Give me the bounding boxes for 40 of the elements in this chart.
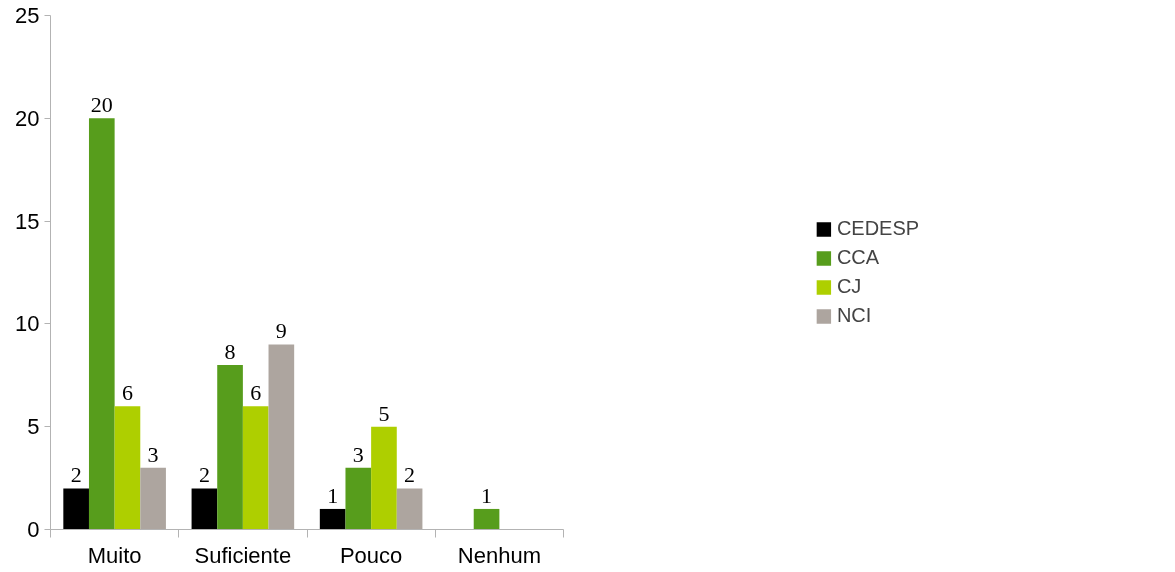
x-tick-label: Suficiente [194, 542, 292, 568]
data-label: 2 [198, 462, 210, 488]
bar [473, 508, 500, 530]
y-tick-label: 15 [15, 208, 40, 234]
bar [345, 467, 372, 530]
bar [114, 406, 141, 530]
legend-label: CJ [836, 275, 862, 298]
x-tick-label: Muito [87, 542, 142, 568]
x-tick-label: Pouco [339, 542, 403, 568]
data-label: 2 [70, 462, 82, 488]
data-label: 6 [121, 380, 133, 406]
legend-label: CEDESP [836, 217, 920, 240]
y-tick-label: 5 [27, 414, 40, 440]
data-label: 2 [404, 462, 416, 488]
data-label: 8 [224, 339, 236, 365]
bar [217, 365, 243, 530]
bar [140, 467, 166, 530]
bar [88, 118, 115, 530]
bar [268, 344, 295, 530]
data-label: 1 [481, 482, 493, 508]
data-label: 9 [275, 318, 287, 344]
y-tick-label: 10 [15, 311, 40, 337]
bar [319, 508, 346, 530]
bar [63, 488, 89, 530]
data-label: 1 [327, 482, 339, 508]
y-tick-label: 20 [15, 105, 40, 131]
data-label: 5 [378, 400, 390, 426]
data-label: 20 [90, 92, 113, 118]
y-tick-label: 25 [15, 3, 40, 28]
data-label: 6 [250, 380, 262, 406]
data-label: 3 [147, 441, 159, 467]
bar [242, 406, 269, 530]
legend-label: CCA [836, 246, 880, 269]
bar [396, 488, 423, 530]
legend-label: NCI [836, 304, 872, 327]
y-tick-label: 0 [27, 517, 40, 542]
bar [371, 426, 397, 530]
data-label: 3 [352, 441, 364, 467]
x-tick-label: Nenhum [457, 542, 541, 568]
bar [191, 488, 218, 530]
